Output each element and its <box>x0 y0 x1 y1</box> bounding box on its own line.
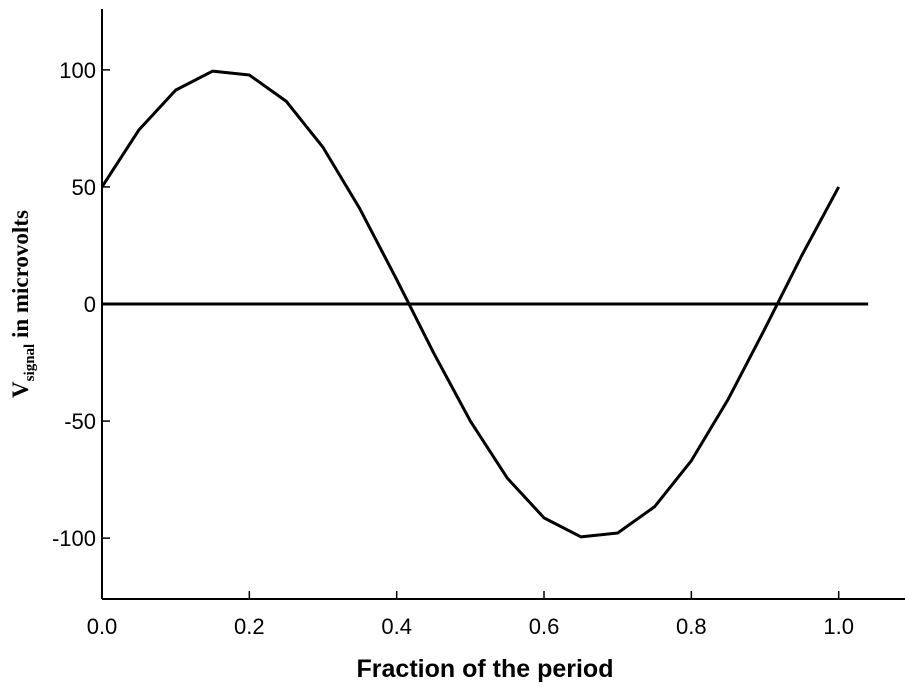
y-title-rest: in microvolts <box>8 210 33 344</box>
y-tick-label: -100 <box>52 526 96 551</box>
y-axis-title: Vsignal in microvolts <box>8 210 38 398</box>
y-tick-label: 50 <box>72 175 96 200</box>
x-tick-label: 0.4 <box>381 614 412 639</box>
y-tick-label: -50 <box>64 409 96 434</box>
x-tick-label: 0.6 <box>529 614 560 639</box>
x-tick-label: 0.8 <box>676 614 707 639</box>
signal-line <box>100 69 841 539</box>
y-tick-label: 100 <box>59 58 96 83</box>
y-title-subscript: signal <box>22 344 38 382</box>
y-title-main: V <box>8 381 33 398</box>
x-tick-label: 1.0 <box>823 614 854 639</box>
x-tick-label: 0.0 <box>87 614 118 639</box>
y-tick-label: 0 <box>84 292 96 317</box>
x-axis-title: Fraction of the period <box>357 655 614 683</box>
x-tick-label: 0.2 <box>234 614 265 639</box>
